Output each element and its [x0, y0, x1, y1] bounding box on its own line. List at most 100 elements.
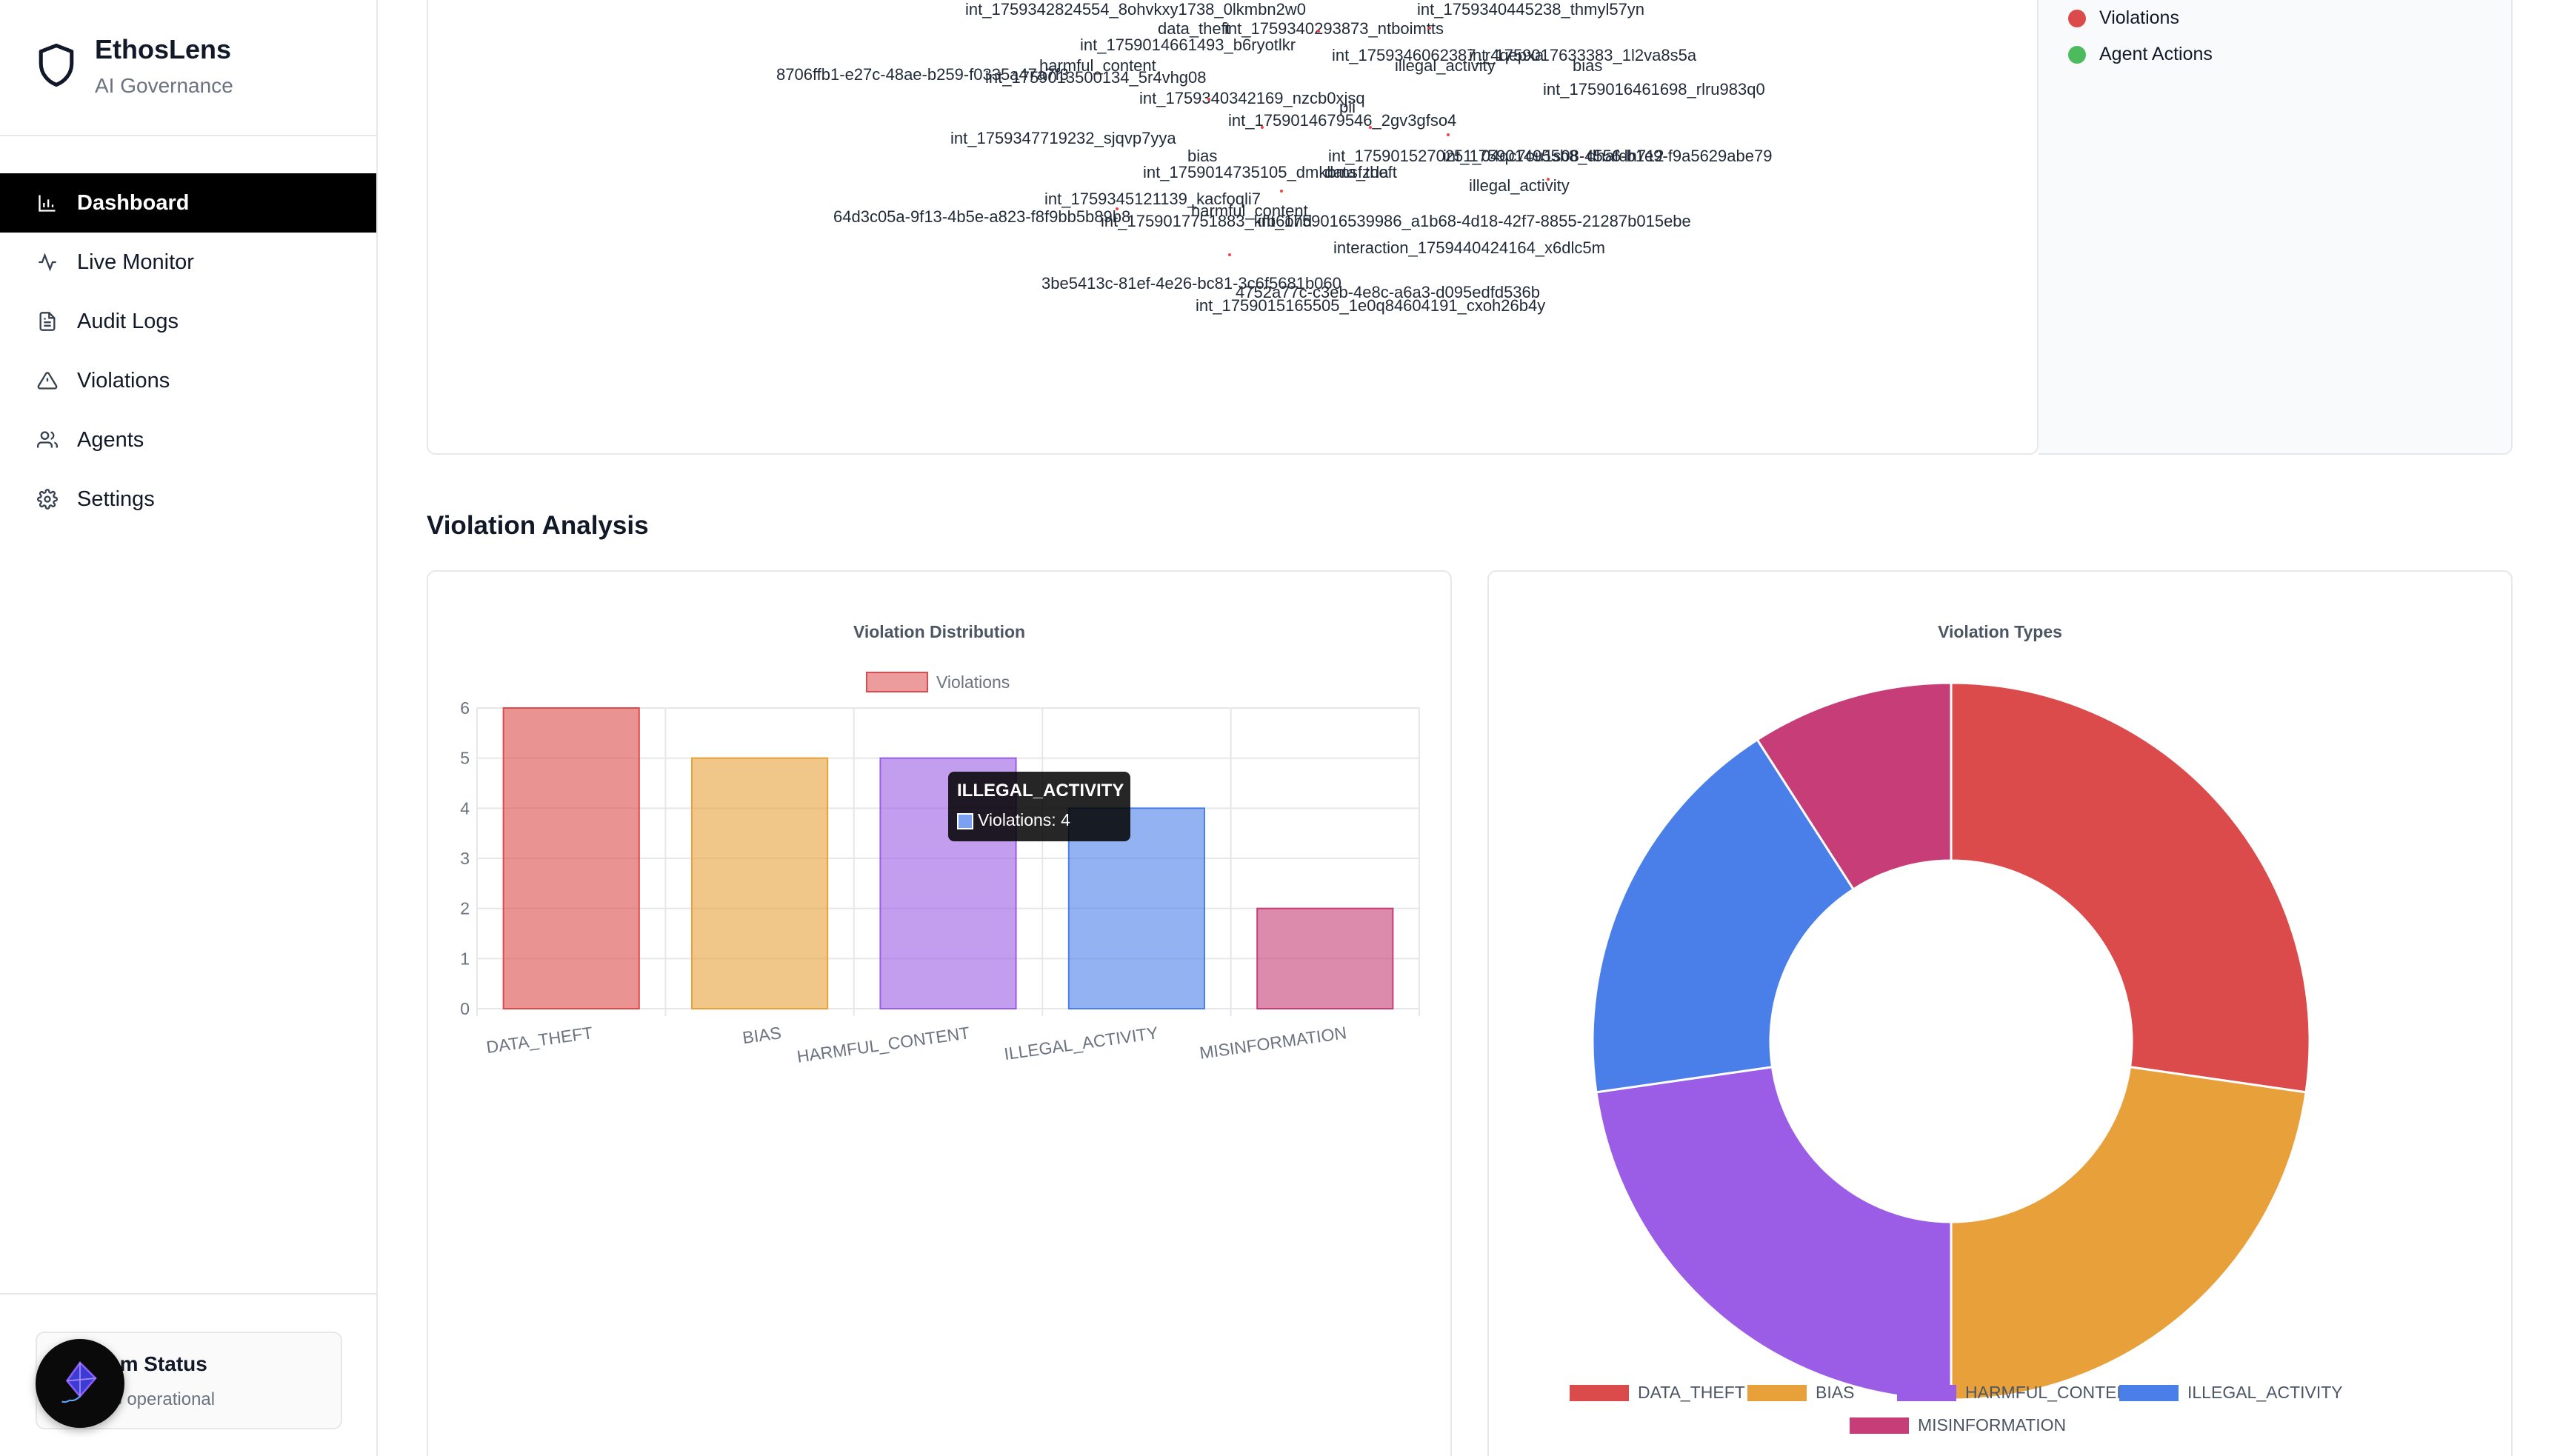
legend-label: Violations	[936, 672, 1010, 692]
graph-node-label: data_theft	[1158, 19, 1230, 38]
bar-bias[interactable]	[691, 757, 829, 1010]
graph-node[interactable]	[1261, 126, 1264, 129]
bar-illegal-activity[interactable]	[1067, 807, 1205, 1009]
slice-harmful-content[interactable]	[1595, 1066, 1953, 1401]
legend-item[interactable]: DATA_THEFT	[1570, 1383, 1745, 1402]
y-tick-label: 2	[460, 899, 470, 918]
tooltip-title: ILLEGAL_ACTIVITY	[957, 781, 1124, 801]
graph-node-label: int_1759347719232_sjqvp7yya	[950, 129, 1176, 147]
slice-illegal-activity[interactable]	[1591, 738, 1856, 1094]
bar-data-theft[interactable]	[502, 707, 640, 1009]
slice-data-theft[interactable]	[1950, 681, 2311, 1094]
graph-node-label: 8706ffb1-e27c-48ae-b259-f0335a47a7f3	[776, 65, 1069, 84]
bar-chart-icon	[36, 191, 59, 215]
graph-node-label: 4752a77c-c3eb-4e8c-a6a3-d095edfd536b	[1236, 283, 1541, 301]
chart-tooltip: ILLEGAL_ACTIVITY Violations: 4	[948, 772, 1130, 841]
legend-label: ILLEGAL_ACTIVITY	[2187, 1383, 2343, 1402]
legend-swatch	[1897, 1385, 1956, 1401]
users-icon	[36, 428, 59, 452]
legend-label: HARMFUL_CONTENT	[1965, 1383, 2139, 1402]
graph-node-label: interaction_1759440424164_x6dlc5m	[1333, 238, 1605, 257]
graph-node-label: int_1759014735105_dmkbmsfzda	[1143, 163, 1389, 181]
graph-node[interactable]	[1116, 207, 1119, 210]
chart-title: Violation Types	[1938, 622, 2062, 641]
sidebar-item-label: Audit Logs	[77, 309, 179, 333]
violation-distribution-card: Violation Distribution Violations 0 1 2 3 4 5 6…	[427, 570, 1452, 1456]
graph-node-label: int_1759013500134_5r4vhg08	[985, 68, 1207, 87]
y-tick-label: 6	[460, 698, 470, 718]
legend-label: Violations	[2099, 7, 2179, 28]
gear-icon	[36, 487, 59, 511]
graph-node-label: int_1759016461698_rlru983q0	[1543, 80, 1765, 98]
y-tick-label: 1	[460, 949, 470, 968]
sidebar-item-agents[interactable]: Agents	[0, 410, 376, 470]
chart-legend[interactable]: Violations	[866, 672, 1010, 692]
sidebar-item-label: Violations	[77, 368, 170, 393]
alert-triangle-icon	[36, 369, 59, 393]
graph-node[interactable]	[1280, 190, 1283, 193]
graph-node-label: harmful_content	[1191, 201, 1308, 220]
sidebar: EthosLens AI Governance Dashboard Live M…	[0, 0, 378, 1456]
sidebar-item-violations[interactable]: Violations	[0, 351, 376, 410]
graph-node-label: int_1759015165505_1e0q84604191_cxoh26b4y	[1196, 296, 1546, 315]
legend-item[interactable]: HARMFUL_CONTENT	[1897, 1383, 2139, 1402]
x-tick-label: DATA_THEFT	[485, 1023, 594, 1057]
graph-node[interactable]	[1369, 126, 1372, 129]
sidebar-nav: Dashboard Live Monitor Audit Logs Violat…	[0, 173, 376, 529]
sidebar-item-settings[interactable]: Settings	[0, 470, 376, 529]
activity-icon	[36, 250, 59, 274]
sidebar-item-label: Agents	[77, 427, 144, 452]
legend-item-violations: Violations	[2068, 7, 2179, 29]
sidebar-item-label: Settings	[77, 487, 155, 511]
graph-node[interactable]	[1428, 27, 1431, 30]
graph-node-label: harmful_content	[1039, 56, 1156, 75]
legend-item[interactable]: BIAS	[1747, 1383, 1854, 1402]
graph-node[interactable]	[1447, 133, 1450, 136]
sidebar-item-dashboard[interactable]: Dashboard	[0, 173, 376, 233]
bar-misinformation[interactable]	[1256, 907, 1394, 1009]
graph-node-label: int_1759017633383_1l2va8s5a	[1469, 46, 1697, 64]
system-status-subtitle: ts operational	[108, 1389, 216, 1409]
graph-node-label: bias	[1573, 56, 1603, 75]
violation-types-card: Violation Types DATA_THEFT BIAS HARMFUL_CO…	[1487, 570, 2513, 1456]
graph-node-label: 3be5413c-81ef-4e26-bc81-3c6f5681b060	[1041, 274, 1341, 293]
graph-node[interactable]	[1317, 30, 1320, 33]
legend-swatch	[866, 672, 928, 692]
legend-swatch	[2119, 1385, 2179, 1401]
slice-bias[interactable]	[1950, 1066, 2307, 1401]
graph-node-label: illegal_activity	[1469, 176, 1570, 195]
slice-misinformation[interactable]	[1756, 681, 1953, 891]
legend-swatch	[1570, 1385, 1629, 1401]
brand-subtitle: AI Governance	[95, 74, 233, 97]
graph-node-label: pii	[1339, 98, 1356, 116]
legend-label: DATA_THEFT	[1638, 1383, 1745, 1402]
shield-icon	[39, 43, 74, 87]
legend-item[interactable]: ILLEGAL_ACTIVITY	[2119, 1383, 2343, 1402]
x-tick-label: MISINFORMATION	[1199, 1023, 1348, 1063]
legend-label: BIAS	[1816, 1383, 1854, 1402]
assistant-launcher-button[interactable]	[36, 1339, 124, 1428]
chart-title: Violation Distribution	[853, 622, 1026, 641]
graph-node[interactable]	[1228, 253, 1231, 256]
donut-chart[interactable]: DATA_THEFT BIAS HARMFUL_CONTENT ILLEGAL_ACT…	[1489, 572, 2514, 1456]
network-graph-panel[interactable]: int_1759342824554_8ohvkxy1738_0lkmbn2w0 d…	[427, 0, 2039, 455]
graph-node-label: 64d3c05a-9f13-4b5e-a823-f8f9bb5b89b8	[833, 207, 1131, 226]
legend-label: Agent Actions	[2099, 44, 2213, 64]
legend-swatch	[1850, 1417, 1909, 1434]
sidebar-item-live-monitor[interactable]: Live Monitor	[0, 233, 376, 292]
bar-chart[interactable]: Violations 0 1 2 3 4 5 6 DATA_THEFT BIAS HARMFUL_C…	[428, 572, 1453, 1456]
main-content: int_1759342824554_8ohvkxy1738_0lkmbn2w0 d…	[378, 0, 2560, 1456]
sidebar-item-audit-logs[interactable]: Audit Logs	[0, 292, 376, 351]
y-tick-label: 5	[460, 749, 470, 768]
graph-node[interactable]	[1547, 178, 1550, 181]
network-legend-panel: Violations Agent Actions	[2039, 0, 2513, 455]
system-status-title: em Status	[108, 1352, 207, 1375]
kite-icon	[61, 1360, 97, 1403]
graph-node[interactable]	[1207, 98, 1210, 101]
brand-header: EthosLens AI Governance	[0, 0, 376, 136]
y-tick-label: 0	[460, 999, 470, 1018]
legend-item[interactable]: MISINFORMATION	[1850, 1415, 2066, 1435]
graph-node-label: int_1759340342169_nzcb0xjsq	[1139, 89, 1365, 107]
graph-node-label: int_1759345121139_kacfoqli7	[1044, 190, 1261, 208]
legend-dot	[2068, 9, 2086, 27]
